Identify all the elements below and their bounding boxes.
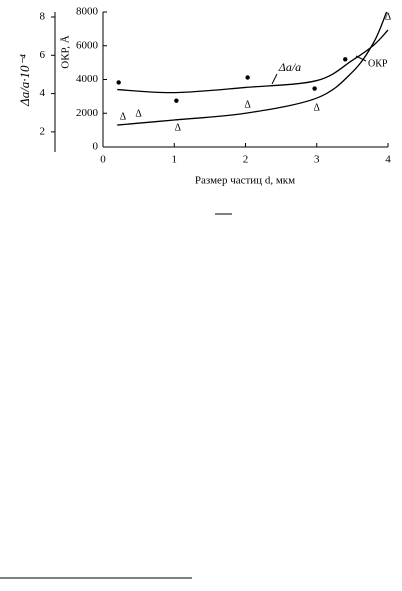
data-point: Δ <box>314 102 321 113</box>
data-point: Δ <box>244 99 251 110</box>
x-axis-label: Размер частиц d, мкм <box>195 175 295 187</box>
y2-tick-label: 8 <box>40 11 46 23</box>
data-point <box>116 80 121 85</box>
x-tick-label: 3 <box>314 154 320 166</box>
data-point: Δ <box>385 11 392 22</box>
data-point <box>174 98 179 103</box>
data-point: Δ <box>135 108 142 119</box>
y-axis-label: ОКР, Å <box>60 35 72 69</box>
y-tick-label: 4000 <box>76 73 99 85</box>
y2-axis-label: Δa/a·10⁻⁴ <box>17 54 32 107</box>
curve-label: ОКР <box>368 58 388 69</box>
data-point <box>245 75 250 80</box>
y-tick-label: 2000 <box>76 107 99 119</box>
x-tick-label: 1 <box>172 154 178 166</box>
y-tick-label: 6000 <box>76 39 99 51</box>
y2-tick-label: 2 <box>40 125 46 137</box>
x-tick-label: 0 <box>100 154 106 166</box>
data-point <box>343 57 348 62</box>
curve-label: Δa/a <box>278 60 301 74</box>
data-point: Δ <box>175 122 182 133</box>
y2-tick-label: 6 <box>40 49 46 61</box>
y2-tick-label: 4 <box>40 87 46 99</box>
series-line <box>117 11 388 126</box>
curve-label-leader <box>355 55 367 62</box>
y-tick-label: 8000 <box>76 6 99 18</box>
curve-label-leader <box>271 73 278 85</box>
series-line <box>117 29 389 94</box>
data-point: Δ <box>120 111 127 122</box>
y-tick-label: 0 <box>93 141 99 153</box>
data-point <box>312 86 317 91</box>
x-tick-label: 4 <box>385 154 391 166</box>
x-tick-label: 2 <box>243 154 249 166</box>
